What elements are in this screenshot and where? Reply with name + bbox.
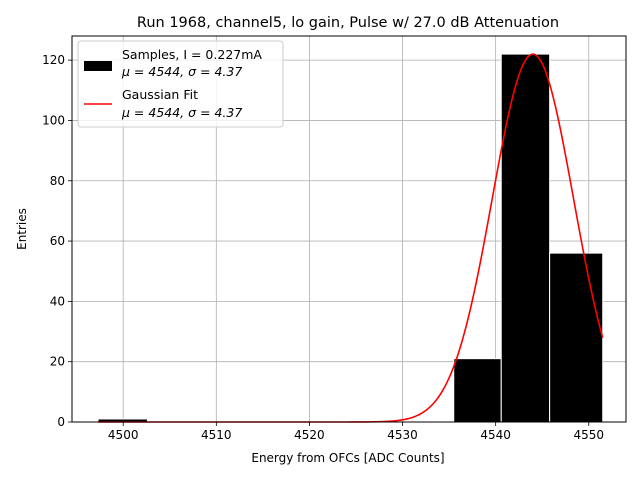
histogram-bar	[453, 358, 502, 423]
plot-frame	[71, 35, 627, 423]
legend-fit-label: Gaussian Fit	[122, 87, 198, 102]
y-tick-label: 120	[42, 53, 65, 67]
x-tick-label: 4540	[480, 428, 511, 442]
legend-fit-stats: μ = 4544, σ = 4.37	[121, 105, 242, 120]
x-tick-label: 4510	[201, 428, 232, 442]
y-tick-label: 80	[50, 174, 65, 188]
legend-swatch-samples	[84, 61, 112, 71]
y-tick-label: 40	[50, 294, 65, 308]
y-tick-label: 60	[50, 234, 65, 248]
chart-title: Run 1968, channel5, lo gain, Pulse w/ 27…	[137, 15, 559, 31]
legend: Samples, I = 0.227mA μ = 4544, σ = 4.37 …	[77, 40, 284, 128]
x-tick-label: 4530	[387, 428, 418, 442]
legend-box	[77, 40, 284, 128]
axis-ticks: 4500 4510 4520 4530 4540 4550 0 20 40 60 80 100 120	[42, 53, 604, 442]
legend-samples-label: Samples, I = 0.227mA	[122, 47, 262, 62]
x-tick-label: 4520	[294, 428, 325, 442]
y-tick-label: 20	[50, 355, 65, 369]
y-tick-label: 100	[42, 113, 65, 127]
x-tick-label: 4550	[573, 428, 604, 442]
y-axis-label: Entries	[15, 208, 29, 250]
x-axis-label: Energy from OFCs [ADC Counts]	[251, 451, 444, 465]
histogram-bars	[97, 53, 604, 423]
legend-samples-stats: μ = 4544, σ = 4.37	[121, 64, 242, 79]
histogram-bar	[500, 53, 551, 423]
y-tick-label: 0	[57, 415, 65, 429]
x-tick-label: 4500	[108, 428, 139, 442]
histogram-bar	[549, 252, 604, 423]
